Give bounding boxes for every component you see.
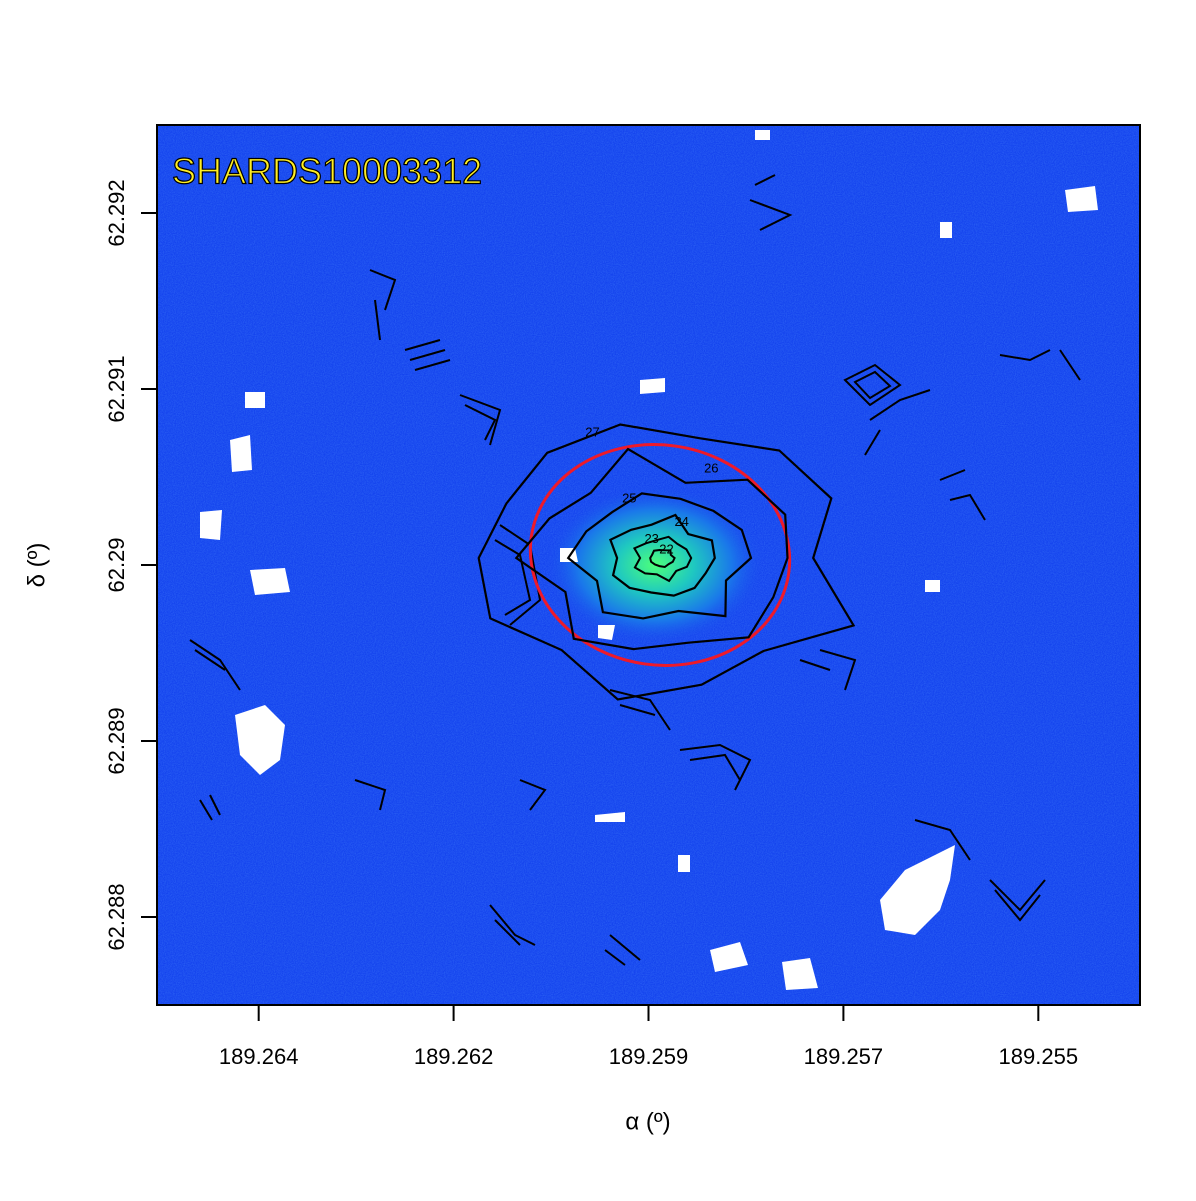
x-tick-label: 189.262 [414, 1044, 494, 1069]
x-tick-label: 189.255 [999, 1044, 1079, 1069]
y-tick-label: 62.292 [104, 179, 129, 246]
contour [649, 548, 676, 569]
chart-title: SHARDS10003312 [172, 151, 482, 192]
contour-label: 27 [585, 424, 599, 439]
axes: 189.264 189.262 189.259 189.257 189.255 62.28… [104, 179, 1078, 1068]
y-axis-label: δ (º) [23, 543, 50, 588]
y-tick-label: 62.291 [104, 355, 129, 422]
y-tick-label: 62.29 [104, 537, 129, 592]
contour-label: 26 [704, 461, 718, 476]
contour-label: 23 [644, 531, 658, 546]
x-axis-label: α (º) [625, 1108, 670, 1135]
y-tick-label: 62.289 [104, 707, 129, 774]
contour [477, 423, 856, 701]
contour-label: 22 [659, 541, 673, 556]
y-tick-label: 62.288 [104, 883, 129, 950]
contour [566, 492, 753, 620]
x-tick-label: 189.259 [609, 1044, 689, 1069]
contour-label: 24 [674, 514, 688, 529]
contour-label: 25 [622, 491, 636, 506]
masked-sources [200, 130, 1098, 990]
contour [632, 535, 693, 583]
aperture-ellipse [528, 443, 792, 667]
x-tick-label: 189.264 [219, 1044, 299, 1069]
contour [609, 513, 716, 597]
x-tick-label: 189.257 [804, 1044, 884, 1069]
contour-fragments [189, 174, 1081, 966]
contour [514, 447, 789, 651]
